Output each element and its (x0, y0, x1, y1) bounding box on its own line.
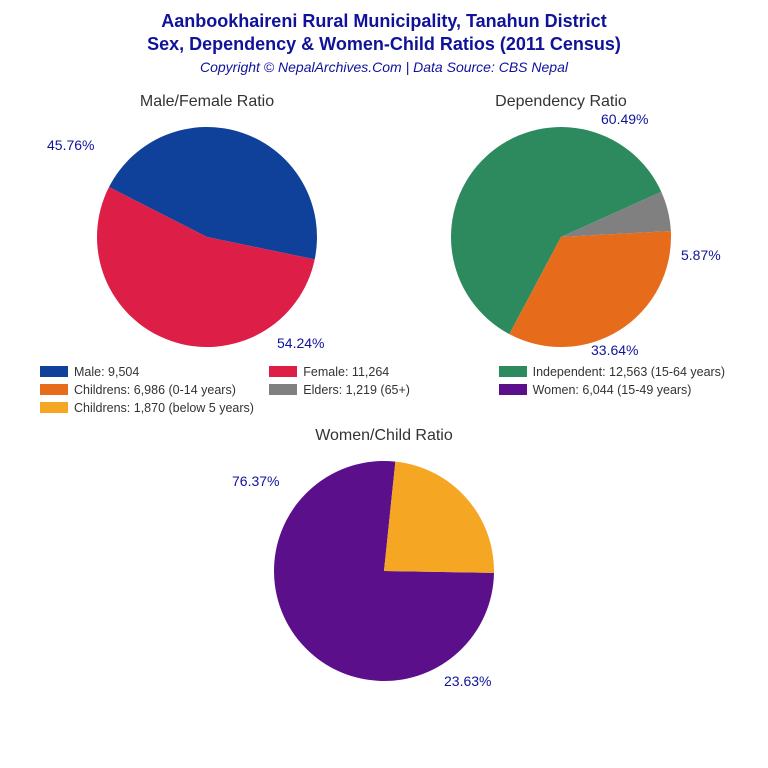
legend-swatch (499, 384, 527, 395)
legend-item: Male: 9,504 (40, 365, 269, 379)
legend: Male: 9,504 Female: 11,264 Independent: 12… (0, 357, 768, 415)
legend-swatch (269, 366, 297, 377)
chart-sex-ratio: Male/Female Ratio 45.76% 54.24% (37, 93, 377, 357)
pie-svg (37, 117, 377, 357)
main-title-line1: Aanbookhaireni Rural Municipality, Tanah… (0, 10, 768, 33)
legend-text: Elders: 1,219 (65+) (303, 383, 410, 397)
legend-swatch (40, 402, 68, 413)
title-block: Aanbookhaireni Rural Municipality, Tanah… (0, 0, 768, 75)
legend-text: Male: 9,504 (74, 365, 139, 379)
legend-item: Female: 11,264 (269, 365, 498, 379)
legend-item: Independent: 12,563 (15-64 years) (499, 365, 728, 379)
legend-item: Childrens: 1,870 (below 5 years) (40, 401, 269, 415)
legend-swatch (499, 366, 527, 377)
pie-slice (384, 461, 494, 572)
legend-swatch (269, 384, 297, 395)
chart-title-sex: Male/Female Ratio (37, 93, 377, 111)
legend-text: Childrens: 6,986 (0-14 years) (74, 383, 236, 397)
legend-text: Independent: 12,563 (15-64 years) (533, 365, 726, 379)
charts-row-bottom: Women/Child Ratio 76.37% 23.63% (0, 427, 768, 691)
chart-title-womenchild: Women/Child Ratio (214, 427, 554, 445)
main-title-line2: Sex, Dependency & Women-Child Ratios (20… (0, 33, 768, 56)
chart-women-child-ratio: Women/Child Ratio 76.37% 23.63% (214, 427, 554, 691)
pie-svg (391, 117, 731, 357)
pie-pct-label: 33.64% (591, 342, 638, 358)
pie-sex: 45.76% 54.24% (37, 117, 377, 357)
pie-pct-label: 23.63% (444, 673, 491, 689)
legend-swatch (40, 366, 68, 377)
pie-pct-label: 76.37% (232, 473, 279, 489)
legend-swatch (40, 384, 68, 395)
chart-title-dependency: Dependency Ratio (391, 93, 731, 111)
legend-text: Female: 11,264 (303, 365, 389, 379)
charts-row-top: Male/Female Ratio 45.76% 54.24% Dependenc… (0, 93, 768, 357)
pie-pct-label: 45.76% (47, 137, 94, 153)
legend-text: Childrens: 1,870 (below 5 years) (74, 401, 254, 415)
pie-pct-label: 5.87% (681, 247, 721, 263)
subtitle: Copyright © NepalArchives.Com | Data Sou… (0, 59, 768, 75)
chart-dependency-ratio: Dependency Ratio 60.49% 5.87% 33.64% (391, 93, 731, 357)
legend-item: Women: 6,044 (15-49 years) (499, 383, 728, 397)
legend-item: Elders: 1,219 (65+) (269, 383, 498, 397)
pie-pct-label: 54.24% (277, 335, 324, 351)
legend-item: Childrens: 6,986 (0-14 years) (40, 383, 269, 397)
pie-womenchild: 76.37% 23.63% (214, 451, 554, 691)
legend-text: Women: 6,044 (15-49 years) (533, 383, 692, 397)
pie-pct-label: 60.49% (601, 111, 648, 127)
pie-dependency: 60.49%5.87%33.64% (391, 117, 731, 357)
